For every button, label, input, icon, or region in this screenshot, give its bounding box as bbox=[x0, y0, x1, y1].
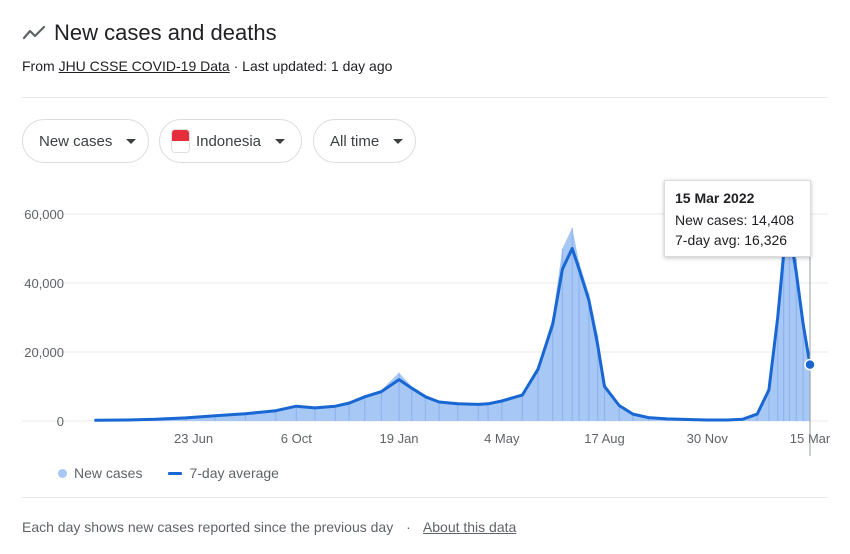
page-title: New cases and deaths bbox=[54, 20, 277, 45]
footer-note: Each day shows new cases reported since … bbox=[22, 519, 394, 535]
chart-legend: New cases 7-day average bbox=[58, 465, 279, 481]
x-tick-label: 4 May bbox=[484, 431, 520, 446]
y-tick-label: 40,000 bbox=[24, 276, 64, 291]
time-range-dropdown-label: All time bbox=[330, 132, 380, 150]
legend-avg-label: 7-day average bbox=[189, 465, 279, 481]
country-dropdown-label: Indonesia bbox=[195, 132, 261, 150]
legend-new-cases-label: New cases bbox=[74, 465, 143, 481]
source-line: From JHU CSSE COVID-19 Data · Last updat… bbox=[22, 58, 392, 74]
bottom-divider bbox=[22, 497, 828, 498]
country-dropdown[interactable]: Indonesia bbox=[159, 119, 302, 163]
chevron-down-icon bbox=[126, 138, 137, 144]
chart-tooltip: 15 Mar 2022 New cases: 14,408 7-day avg:… bbox=[664, 180, 811, 257]
indonesia-flag-icon bbox=[171, 129, 190, 153]
about-data-link[interactable]: About this data bbox=[422, 519, 517, 535]
chevron-down-icon bbox=[393, 138, 404, 144]
top-divider bbox=[22, 97, 828, 98]
chevron-down-icon bbox=[275, 138, 285, 144]
x-tick-label: 30 Nov bbox=[687, 431, 729, 446]
x-tick-label: 23 Jun bbox=[174, 431, 213, 446]
metric-dropdown[interactable]: New cases bbox=[22, 119, 149, 163]
tooltip-avg: 7-day avg: 16,326 bbox=[675, 232, 788, 248]
legend-new-cases-swatch bbox=[58, 468, 67, 478]
x-tick-label: 17 Aug bbox=[584, 431, 625, 446]
footer: Each day shows new cases reported since … bbox=[22, 519, 516, 535]
seven-day-average-line bbox=[94, 229, 812, 422]
y-tick-label: 0 bbox=[57, 414, 64, 429]
last-updated: · Last updated: 1 day ago bbox=[229, 58, 393, 74]
source-prefix: From bbox=[22, 58, 59, 74]
hover-point bbox=[804, 358, 816, 371]
tooltip-date: 15 Mar 2022 bbox=[675, 190, 755, 206]
y-tick-label: 60,000 bbox=[24, 207, 64, 222]
metric-dropdown-label: New cases bbox=[39, 132, 113, 150]
source-link[interactable]: JHU CSSE COVID-19 Data bbox=[58, 58, 230, 74]
cases-chart[interactable]: 60,000 40,000 20,000 0 23 Jun 6 Oct 19 Jan 4 Ma… bbox=[0, 170, 850, 460]
x-tick-label: 19 Jan bbox=[380, 431, 419, 446]
y-tick-label: 20,000 bbox=[24, 345, 64, 360]
x-tick-label: 6 Oct bbox=[281, 431, 312, 446]
time-range-dropdown[interactable]: All time bbox=[313, 119, 416, 163]
footer-separator: · bbox=[406, 519, 411, 535]
legend-avg-swatch bbox=[168, 471, 183, 475]
tooltip-new-cases: New cases: 14,408 bbox=[675, 212, 795, 228]
trend-line-icon bbox=[22, 24, 46, 42]
header-title-row: New cases and deaths bbox=[22, 20, 277, 46]
